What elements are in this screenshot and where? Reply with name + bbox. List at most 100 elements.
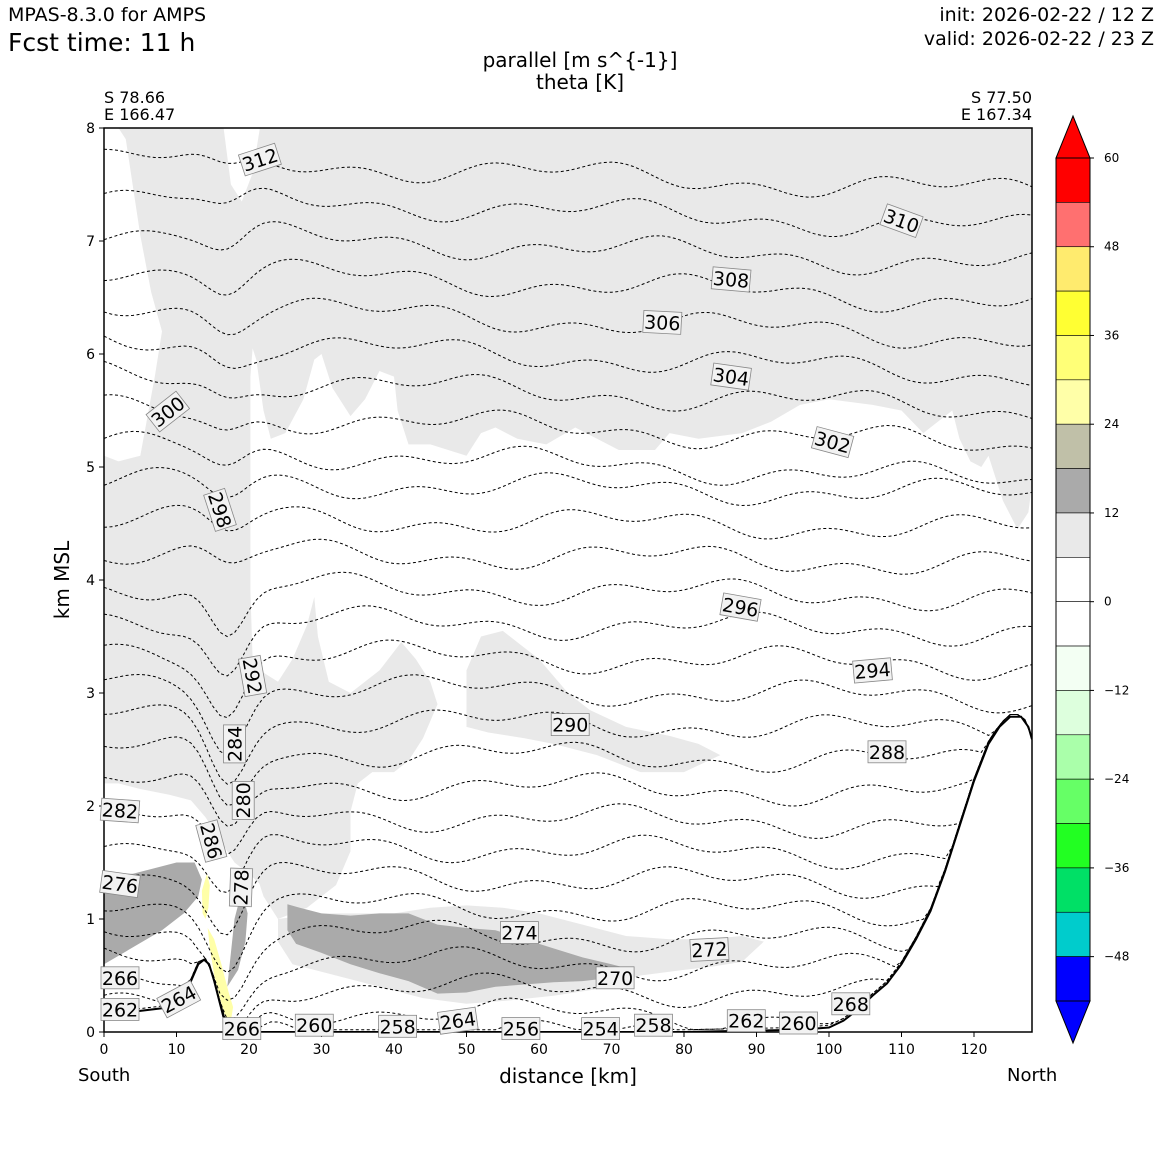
theta-label-256: 256: [501, 1017, 541, 1041]
theta-label-296: 296: [719, 592, 762, 622]
plot-axes: 0 10 20 30 40 50 60 70 80 90 100 110 120 0 1 2 3 4 5 6 7 8: [86, 121, 1033, 1058]
theta-label-box: [710, 266, 752, 293]
forecast-time: Fcst time: 11 h: [8, 28, 196, 57]
theta-contour-258: [104, 714, 1032, 1031]
theta-label-308: 308: [710, 266, 752, 293]
theta-label-box: [500, 921, 539, 944]
theta-label-268: 268: [831, 992, 871, 1016]
theta-contour-266: [104, 714, 1032, 1001]
theta-label-text: 280: [233, 782, 255, 818]
theta-contour-302: [104, 335, 1032, 386]
theta-label-text: 264: [438, 1008, 477, 1035]
theta-label-box: [779, 1011, 818, 1035]
y-tick-label: 3: [86, 686, 95, 702]
y-tick-label: 2: [86, 799, 95, 815]
theta-label-text: 260: [296, 1015, 332, 1037]
chart-title: parallel [m s^{-1}]: [482, 48, 678, 72]
colorbar-bin: [1055, 601, 1091, 647]
colorbar-bin: [1055, 778, 1091, 824]
colorbar-extend-low: [1055, 1000, 1091, 1045]
end-lat: S 77.50: [970, 88, 1032, 107]
colorbar-bin: [1055, 512, 1091, 558]
theta-label-box: [238, 654, 268, 698]
theta-label-text: 262: [728, 1011, 764, 1033]
theta-label-280: 280: [231, 781, 255, 820]
x-left-label: South: [78, 1065, 131, 1086]
theta-label-box: [810, 426, 855, 459]
theta-label-box: [378, 1014, 418, 1038]
theta-label-262: 262: [726, 1009, 766, 1033]
theta-label-text: 270: [597, 968, 633, 990]
theta-contour-272: [104, 714, 1032, 894]
theta-label-text: 288: [869, 742, 905, 764]
theta-label-box: [726, 1009, 766, 1033]
theta-label-box: [99, 870, 141, 898]
y-tick-label: 5: [86, 460, 95, 476]
theta-label-box: [719, 592, 762, 622]
theta-label-box: [195, 819, 228, 863]
x-right-label: North: [1007, 1065, 1058, 1086]
theta-label-text: 268: [833, 994, 869, 1016]
theta-label-260: 260: [779, 1011, 818, 1035]
colorbar-bin: [1055, 157, 1091, 203]
colorbar-bin: [1055, 246, 1091, 292]
colorbar-tick-label: 24: [1104, 417, 1119, 431]
theta-label-274: 274: [500, 921, 539, 945]
theta-contour-292: [104, 504, 1032, 540]
theta-label-262: 262: [100, 998, 140, 1021]
theta-contour-310: [104, 187, 1032, 237]
theta-label-box: [145, 390, 191, 433]
colorbar-bin: [1055, 734, 1091, 780]
theta-label-288: 288: [867, 740, 907, 764]
theta-contour-262: [104, 714, 1032, 1031]
theta-contour-308: [104, 221, 1032, 276]
theta-label-box: [237, 142, 282, 177]
colorbar-tick-label: 12: [1104, 506, 1119, 520]
theta-label-270: 270: [595, 966, 635, 990]
theta-label-text: 256: [503, 1019, 539, 1041]
theta-label-276: 276: [99, 870, 141, 898]
colorbar-bin: [1055, 645, 1091, 691]
theta-contour-268: [104, 714, 1032, 974]
shade-light-2: [466, 630, 721, 773]
colorbar-tick-label: 48: [1104, 240, 1119, 254]
theta-label-278: 278: [228, 867, 254, 908]
chart-subtitle: theta [K]: [536, 70, 624, 94]
theta-label-294: 294: [852, 657, 893, 684]
theta-label-text: 258: [379, 1016, 415, 1038]
colorbar-bin: [1055, 290, 1091, 336]
shade-light-1: [104, 461, 159, 643]
x-tick-label: 70: [603, 1042, 621, 1058]
theta-label-box: [867, 740, 907, 764]
theta-label-258: 258: [634, 1013, 673, 1037]
end-point-coords: S 77.50 E 167.34: [961, 89, 1032, 123]
colorbar-bin: [1055, 423, 1091, 469]
theta-contour-labels: 3123103083063043023002982962942922902882…: [99, 142, 924, 1041]
colorbar-tick-label: −48: [1104, 950, 1129, 964]
start-point-coords: S 78.66 E 166.47: [104, 89, 175, 123]
theta-contour-304: [104, 297, 1032, 349]
y-tick-label: 0: [86, 1025, 95, 1041]
theta-label-272: 272: [689, 937, 730, 962]
theta-contour-294: [104, 467, 1032, 507]
theta-label-text: 278: [230, 869, 253, 906]
x-tick-label: 10: [168, 1042, 186, 1058]
theta-label-282: 282: [99, 797, 141, 824]
y-tick-label: 7: [86, 234, 95, 250]
theta-label-box: [595, 966, 635, 990]
shade-light-3: [249, 755, 351, 919]
theta-label-264: 264: [156, 980, 202, 1019]
theta-label-290: 290: [550, 713, 590, 737]
theta-contour-288: [104, 571, 1032, 638]
theta-contour-270: [104, 714, 1032, 936]
theta-label-text: 266: [102, 968, 138, 990]
theta-label-box: [228, 867, 254, 908]
y-tick-label: 6: [86, 347, 95, 363]
valid-time: valid: 2026-02-22 / 23 Z: [923, 28, 1154, 50]
shade-light-0: [104, 128, 1032, 888]
x-tick-label: 120: [961, 1042, 988, 1058]
y-tick-label: 1: [86, 912, 95, 928]
wind-shading: [104, 128, 1032, 1023]
shade-mid-1: [227, 890, 248, 987]
